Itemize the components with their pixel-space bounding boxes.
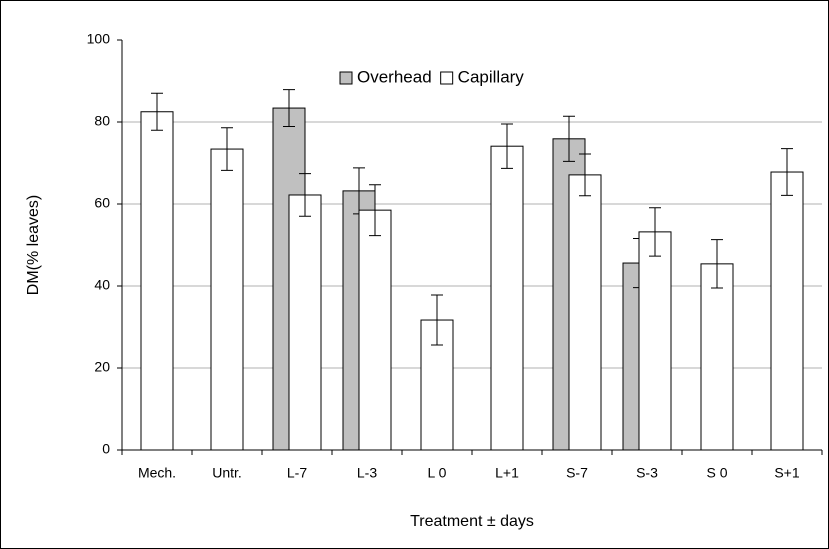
y-tick-label: 60 bbox=[94, 195, 110, 211]
error-bar bbox=[649, 207, 661, 257]
error-bar bbox=[299, 173, 311, 217]
error-bar bbox=[221, 127, 233, 171]
bar bbox=[358, 209, 392, 451]
bar bbox=[490, 145, 524, 451]
y-tick-label: 20 bbox=[94, 359, 110, 375]
legend-label: Overhead bbox=[357, 67, 432, 86]
bar bbox=[140, 111, 174, 451]
x-tick-label: L-3 bbox=[357, 465, 377, 481]
x-tick-label: L 0 bbox=[428, 465, 447, 481]
bar bbox=[770, 171, 804, 451]
bar bbox=[210, 148, 244, 451]
y-tick-label: 0 bbox=[102, 441, 110, 457]
error-bar bbox=[151, 92, 163, 131]
error-bar bbox=[431, 294, 443, 346]
x-tick-label: L+1 bbox=[495, 465, 519, 481]
x-tick-label: Untr. bbox=[212, 465, 242, 481]
error-bar bbox=[711, 239, 723, 289]
error-bar bbox=[563, 115, 575, 162]
bar bbox=[700, 263, 734, 451]
legend-swatch bbox=[339, 71, 353, 85]
x-tick-label: Mech. bbox=[138, 465, 176, 481]
x-tick-label: S-3 bbox=[636, 465, 658, 481]
error-bar bbox=[501, 123, 513, 169]
bar bbox=[638, 231, 672, 451]
x-tick-label: S-7 bbox=[566, 465, 588, 481]
y-tick-label: 100 bbox=[87, 31, 111, 47]
y-tick-label: 80 bbox=[94, 113, 110, 129]
x-tick-label: L-7 bbox=[287, 465, 307, 481]
error-bar bbox=[579, 153, 591, 197]
y-tick-label: 40 bbox=[94, 277, 110, 293]
y-axis-title: DM(% leaves) bbox=[25, 195, 42, 295]
error-bar bbox=[283, 89, 295, 128]
legend-swatch bbox=[440, 71, 454, 85]
x-axis-title: Treatment ± days bbox=[410, 513, 534, 530]
error-bar bbox=[781, 148, 793, 196]
legend-label: Capillary bbox=[458, 67, 525, 86]
x-tick-label: S 0 bbox=[706, 465, 727, 481]
error-bar bbox=[369, 184, 381, 237]
bar bbox=[568, 174, 602, 451]
bar bbox=[288, 194, 322, 451]
x-tick-label: S+1 bbox=[774, 465, 800, 481]
